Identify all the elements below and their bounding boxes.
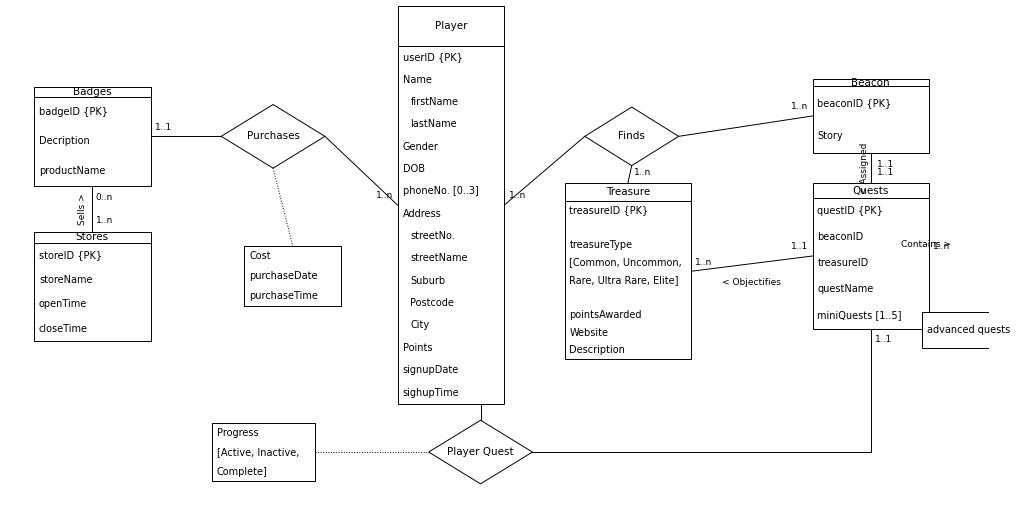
Text: Beacon: Beacon [852,78,890,88]
Text: [Active, Inactive,: [Active, Inactive, [217,447,299,457]
Text: miniQuests [1..5]: miniQuests [1..5] [817,310,902,321]
Text: storeName: storeName [39,275,92,285]
Bar [812,183,929,329]
Text: 1..1: 1..1 [155,123,172,132]
Text: purchaseTime: purchaseTime [250,291,318,302]
Text: treasureType: treasureType [569,240,633,250]
Text: < Objectifies: < Objectifies [722,278,781,287]
Text: lastName: lastName [411,119,457,130]
Text: userID {PK}: userID {PK} [402,52,463,62]
Text: Contains >: Contains > [900,240,950,249]
Text: 0..n: 0..n [95,193,113,202]
Text: purchaseDate: purchaseDate [250,271,317,282]
Text: City: City [411,321,429,330]
Text: 1..n: 1..n [634,168,651,177]
Text: advanced quests: advanced quests [927,325,1011,335]
Text: 1..1: 1..1 [876,335,892,344]
Text: openTime: openTime [39,300,87,309]
Bar [564,183,691,359]
Text: Points: Points [402,343,432,353]
Text: questName: questName [817,284,873,294]
Text: productName: productName [39,166,105,176]
Text: Website: Website [569,328,608,338]
Text: Gender: Gender [402,142,438,152]
Text: streetName: streetName [411,253,468,264]
Text: 1..n: 1..n [695,258,713,267]
Text: questID {PK}: questID {PK} [817,206,884,216]
Bar [397,7,504,403]
Text: treasureID: treasureID [817,258,868,268]
Text: Purchases: Purchases [247,132,300,141]
Text: 1..n: 1..n [509,191,525,200]
Text: [Common, Uncommon,: [Common, Uncommon, [569,258,682,267]
Text: 1..n: 1..n [95,216,113,225]
Text: Name: Name [402,75,431,84]
Text: treasureID {PK}: treasureID {PK} [569,205,649,215]
Text: firstName: firstName [411,97,459,107]
Text: Treasure: Treasure [605,187,650,197]
Text: Player Quest: Player Quest [447,447,514,457]
Text: beaconID {PK}: beaconID {PK} [817,98,892,108]
Text: pointsAwarded: pointsAwarded [569,310,642,320]
Text: 1..n: 1..n [792,102,808,111]
Text: DOB: DOB [402,164,425,174]
Polygon shape [429,420,532,484]
Text: Rare, Ultra Rare, Elite]: Rare, Ultra Rare, Elite] [569,275,679,285]
Bar [923,311,989,348]
Text: Quests: Quests [853,186,889,196]
Polygon shape [585,107,679,165]
Bar [212,423,314,481]
Text: Complete]: Complete] [217,466,267,477]
Text: 1..1: 1..1 [792,242,808,251]
Text: Sells >: Sells > [78,193,87,225]
Text: phoneNo. [0..3]: phoneNo. [0..3] [402,186,478,197]
Text: streetNo.: streetNo. [411,231,455,241]
Bar [34,232,151,342]
Text: Decription: Decription [39,136,90,146]
Text: Suburb: Suburb [411,276,445,286]
Text: 1..n: 1..n [933,242,950,251]
Text: < Assigned: < Assigned [860,142,869,194]
Bar [812,79,929,153]
Text: Progress: Progress [217,428,258,438]
Text: sighupTime: sighupTime [402,388,459,397]
Text: Postcode: Postcode [411,298,455,308]
Bar [245,246,341,306]
Text: closeTime: closeTime [39,324,88,334]
Text: beaconID: beaconID [817,232,863,242]
Text: Stores: Stores [76,232,109,242]
Text: Cost: Cost [250,251,271,261]
Text: 1..n: 1..n [376,191,393,200]
Text: Address: Address [402,209,441,219]
Bar [34,87,151,186]
Text: Badges: Badges [73,87,112,97]
Text: Finds: Finds [618,132,645,141]
Text: signupDate: signupDate [402,365,459,375]
Text: 1..1: 1..1 [877,160,894,168]
Text: badgeID {PK}: badgeID {PK} [39,106,108,117]
Text: Player: Player [434,22,467,31]
Text: Description: Description [569,345,626,355]
Text: storeID {PK}: storeID {PK} [39,250,102,260]
Text: Story: Story [817,131,843,141]
Text: 1..1: 1..1 [877,168,894,177]
Polygon shape [221,104,325,168]
